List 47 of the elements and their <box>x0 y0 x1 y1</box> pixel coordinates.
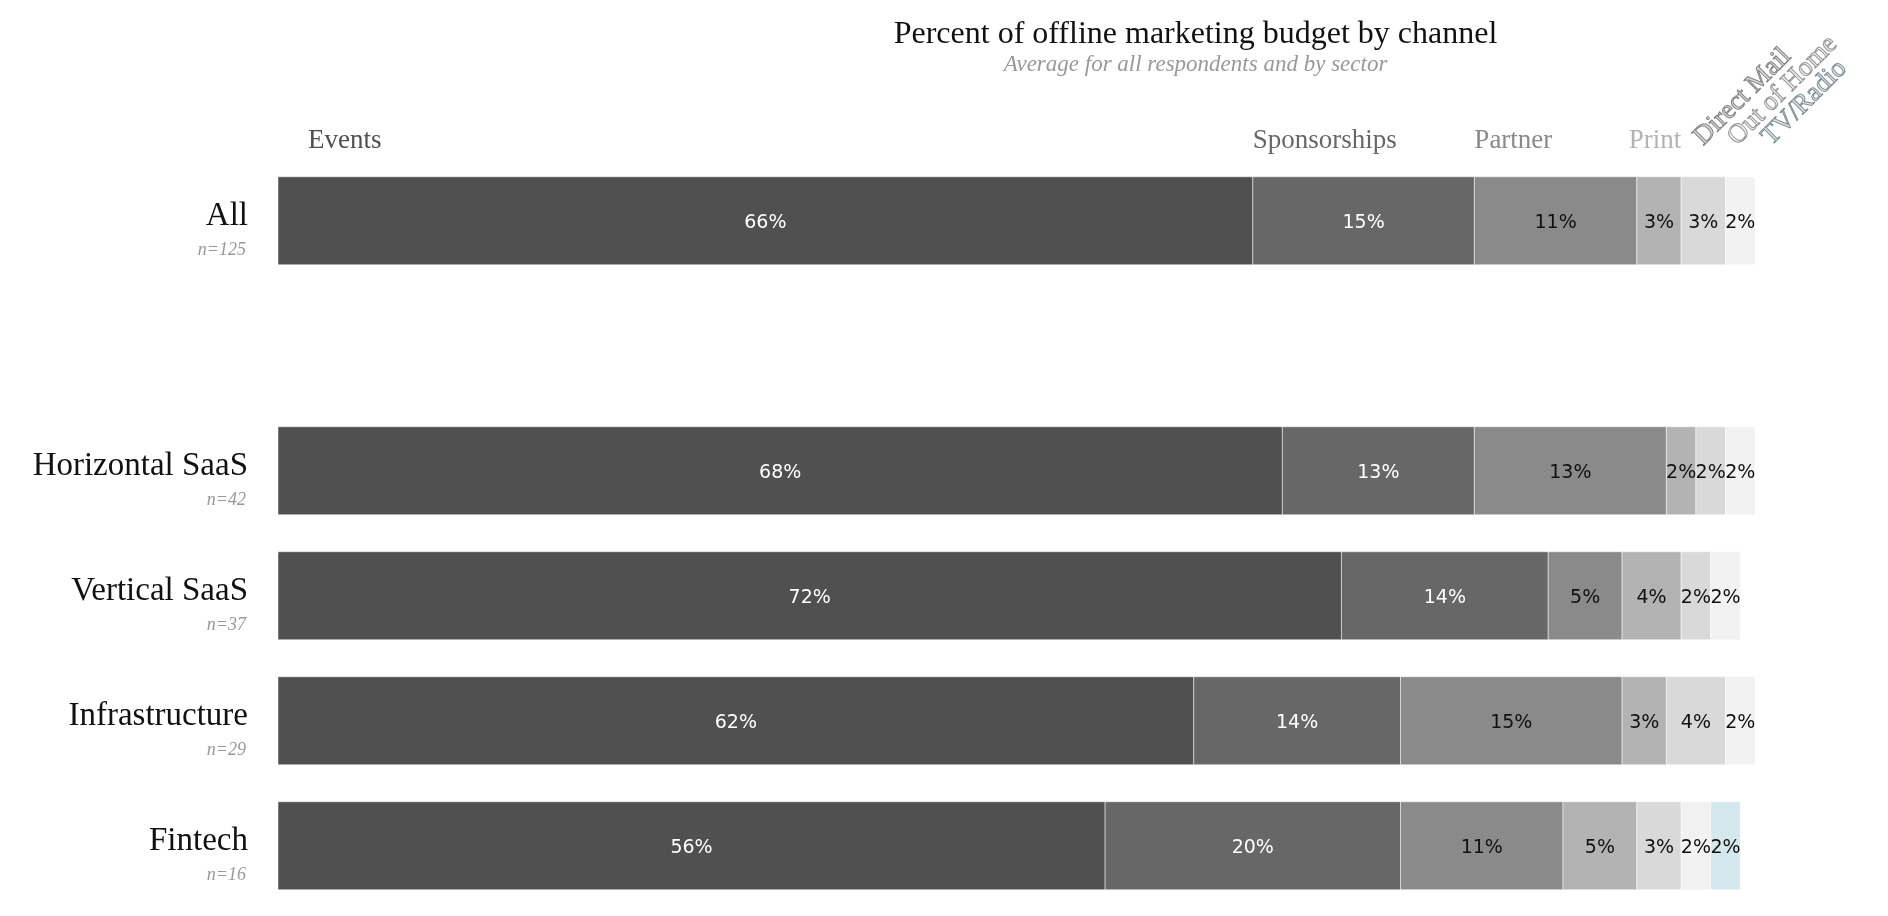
data-label: 62% <box>714 709 757 732</box>
data-label: 11% <box>1460 834 1503 857</box>
data-label: 3% <box>1688 209 1719 232</box>
data-label: 68% <box>759 459 802 482</box>
text: n=37 <box>206 613 247 634</box>
data-label: 15% <box>1342 209 1385 232</box>
chart-title: Percent of offline marketing budget by channel <box>892 14 1499 51</box>
series-label: Events <box>308 124 382 154</box>
text: n=29 <box>206 738 246 759</box>
series-label: Partner <box>1474 124 1553 154</box>
data-label: 2% <box>1710 584 1741 607</box>
data-label: 2% <box>1710 834 1741 857</box>
data-label: 3% <box>1643 834 1675 857</box>
chart-subtitle: Average for all respondents and by sector <box>1001 51 1389 77</box>
data-label: 15% <box>1490 709 1533 732</box>
data-label: 72% <box>788 584 831 607</box>
series-label: Sponsorships <box>1252 124 1397 154</box>
data-label: 2% <box>1666 459 1697 482</box>
data-label: 2% <box>1695 459 1726 482</box>
data-label: 2% <box>1680 584 1711 607</box>
data-label: 13% <box>1357 459 1400 482</box>
y-tick-label: Infrastructure <box>68 695 248 732</box>
data-label: 14% <box>1423 584 1466 607</box>
data-label: 13% <box>1549 459 1592 482</box>
y-tick-label: All <box>205 195 248 232</box>
data-label: 14% <box>1276 709 1319 732</box>
y-tick-label: Fintech <box>149 820 249 857</box>
data-label: 5% <box>1584 834 1615 857</box>
data-label: 3% <box>1643 209 1675 232</box>
data-label: 66% <box>744 209 787 232</box>
data-label: 5% <box>1570 584 1601 607</box>
text: n=42 <box>206 488 246 509</box>
data-label: 2% <box>1725 459 1756 482</box>
data-label: 2% <box>1725 709 1756 732</box>
data-label: 3% <box>1629 709 1660 732</box>
data-label: 56% <box>670 834 713 857</box>
data-label: 20% <box>1231 834 1274 857</box>
y-tick-label: Vertical SaaS <box>71 570 248 607</box>
data-label: 4% <box>1636 584 1667 607</box>
y-tick-label: Horizontal SaaS <box>32 445 248 482</box>
text: n=125 <box>197 238 246 259</box>
series-label: Print <box>1628 124 1682 154</box>
data-label: 2% <box>1725 209 1756 232</box>
data-label: 2% <box>1680 834 1711 857</box>
data-label: 11% <box>1534 209 1577 232</box>
text: n=16 <box>206 863 246 884</box>
data-label: 4% <box>1680 709 1711 732</box>
